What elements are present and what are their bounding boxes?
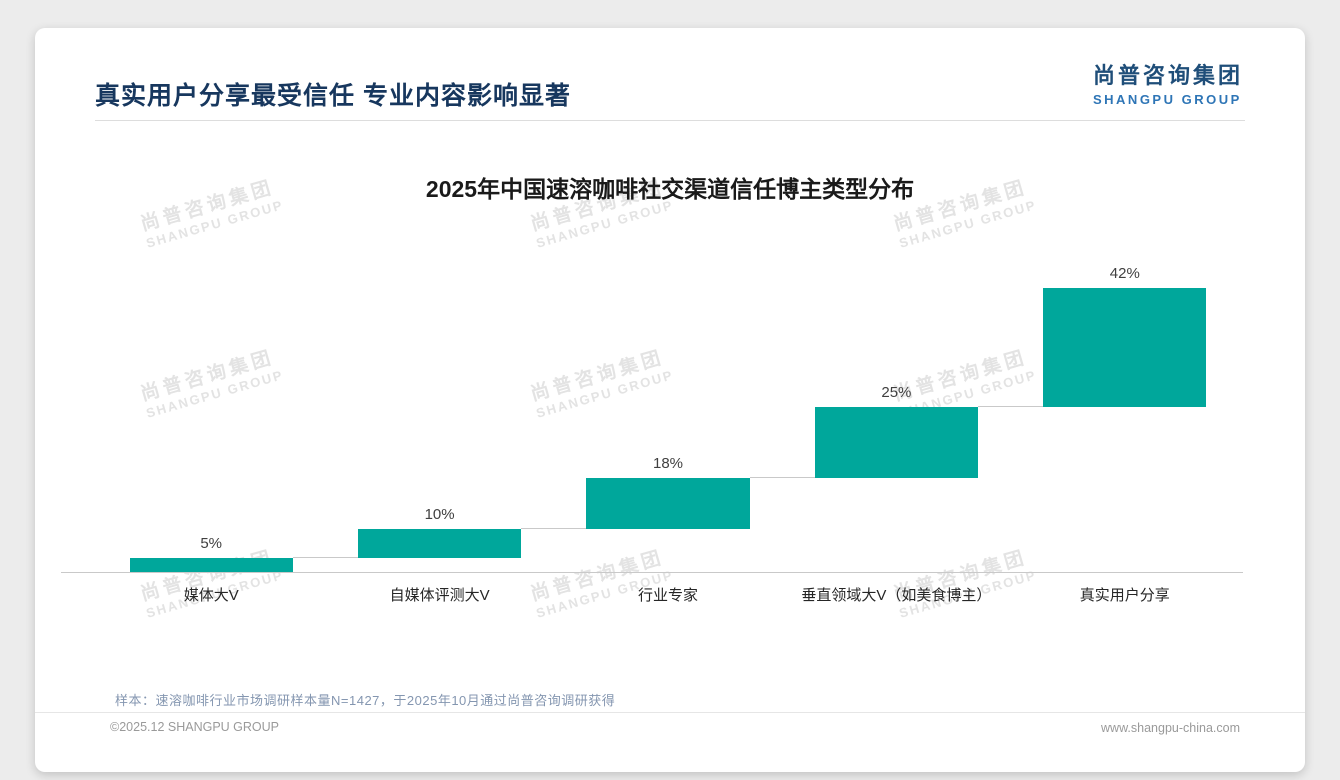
connector-line-3 [978, 406, 1044, 408]
bar-segment-3 [814, 407, 979, 479]
header-divider [95, 120, 1245, 121]
page-title: 真实用户分享最受信任 专业内容影响显著 [95, 82, 571, 110]
x-axis-label-2: 行业专家 [637, 587, 698, 604]
bar-segment-0 [129, 557, 293, 572]
logo-cn-text: 尚普咨询集团 [1092, 63, 1243, 88]
footer-copyright: ©2025.12 SHANGPU GROUP [110, 720, 279, 734]
connector-line-1 [521, 528, 587, 530]
logo-en-text: SHANGPU GROUP [1092, 92, 1242, 107]
chart-title: 2025年中国速溶咖啡社交渠道信任博主类型分布 [425, 176, 915, 202]
slide-card: 尚普咨询集团 SHANGPU GROUP 尚普咨询集团 SHANGPU GROUP 尚普… [35, 28, 1305, 772]
bar-value-label-2: 18% [652, 455, 684, 473]
x-axis-label-4: 真实用户分享 [1079, 587, 1170, 604]
connector-line-2 [749, 477, 815, 479]
footer-divider [35, 712, 1305, 713]
sample-footnote: 样本：速溶咖啡行业市场调研样本量N=1427，于2025年10月通过尚普咨询调研… [115, 693, 616, 708]
bar-value-label-0: 5% [200, 534, 223, 552]
plot-area: 5% 10% 18% 25% 42% [97, 265, 1239, 572]
x-axis-label-3: 垂直领域大V（如美食博主） [801, 587, 992, 604]
company-logo: 尚普咨询集团 SHANGPU GROUP [1093, 58, 1243, 107]
bar-segment-4 [1043, 288, 1207, 408]
bar-segment-2 [586, 478, 750, 530]
bar-value-label-4: 42% [1109, 265, 1140, 282]
x-axis-label-0: 媒体大V [183, 587, 239, 604]
bar-value-label-3: 25% [881, 384, 912, 402]
footer-website: www.shangpu-china.com [1101, 721, 1240, 735]
x-axis-label-1: 自媒体评测大V [389, 587, 490, 604]
bar-value-label-1: 10% [424, 506, 455, 524]
connector-line-0 [292, 556, 358, 558]
bar-segment-1 [357, 529, 522, 558]
x-axis-line [61, 572, 1243, 573]
x-axis-labels: 媒体大V 自媒体评测大V 行业专家 垂直领域大V（如美食博主） 真实用户分享 [97, 584, 1239, 605]
